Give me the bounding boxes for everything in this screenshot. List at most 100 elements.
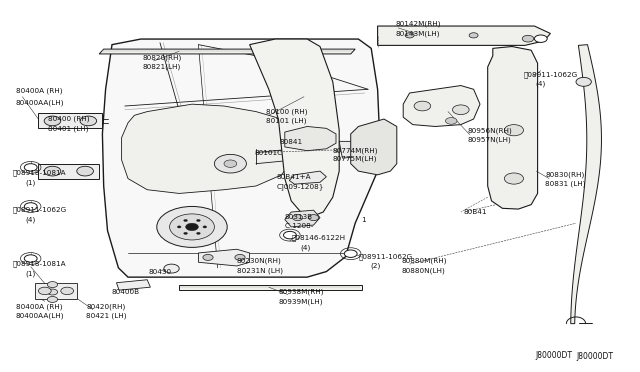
Circle shape [184, 219, 188, 222]
Circle shape [284, 231, 296, 239]
Text: 80820(RH): 80820(RH) [142, 54, 181, 61]
Circle shape [224, 160, 237, 167]
Text: 1: 1 [362, 217, 366, 223]
Text: 80401 (LH): 80401 (LH) [48, 125, 88, 132]
Text: 80821(LH): 80821(LH) [142, 64, 180, 70]
Text: (1): (1) [26, 270, 36, 277]
Polygon shape [179, 285, 362, 290]
Circle shape [44, 116, 61, 126]
Circle shape [214, 154, 246, 173]
Text: 80420(RH): 80420(RH) [86, 304, 125, 310]
Text: 80101C: 80101C [255, 150, 283, 155]
Text: (4): (4) [301, 244, 311, 251]
Circle shape [452, 105, 469, 115]
Text: 80100 (RH): 80100 (RH) [266, 108, 307, 115]
Circle shape [203, 254, 213, 260]
Circle shape [47, 296, 58, 302]
Text: 80956N(RH): 80956N(RH) [467, 128, 512, 134]
Text: 80230N(RH): 80230N(RH) [237, 258, 282, 264]
Circle shape [47, 282, 58, 288]
Circle shape [445, 118, 457, 124]
Text: ⓝ08918-1081A: ⓝ08918-1081A [13, 170, 67, 176]
Text: 80143M(LH): 80143M(LH) [396, 30, 440, 37]
Circle shape [203, 226, 207, 228]
Text: ⓝ08911-1062G: ⓝ08911-1062G [358, 253, 413, 260]
Text: 80421 (LH): 80421 (LH) [86, 313, 127, 320]
Polygon shape [102, 39, 381, 277]
Circle shape [157, 206, 227, 247]
Text: 80400A (RH): 80400A (RH) [16, 88, 63, 94]
Circle shape [186, 223, 198, 231]
Text: 80938M(RH): 80938M(RH) [278, 289, 324, 295]
Polygon shape [488, 46, 538, 209]
Polygon shape [571, 45, 602, 324]
Circle shape [44, 166, 61, 176]
Circle shape [164, 264, 179, 273]
Text: C]009-1208}: C]009-1208} [276, 183, 324, 190]
Text: 80957N(LH): 80957N(LH) [467, 137, 511, 144]
Polygon shape [122, 104, 294, 193]
Polygon shape [99, 49, 355, 54]
Circle shape [80, 116, 97, 126]
Text: 80841: 80841 [279, 139, 302, 145]
Text: J80000DT: J80000DT [536, 351, 573, 360]
Text: ⓝ08911-1062G: ⓝ08911-1062G [524, 71, 578, 78]
Circle shape [534, 35, 547, 42]
Circle shape [292, 215, 303, 221]
Circle shape [414, 101, 431, 111]
Circle shape [235, 254, 245, 260]
Circle shape [170, 214, 214, 240]
Text: 80939M(LH): 80939M(LH) [278, 298, 323, 305]
Text: 80831 (LH): 80831 (LH) [545, 181, 586, 187]
Circle shape [77, 166, 93, 176]
Circle shape [405, 33, 414, 38]
Circle shape [196, 219, 200, 222]
Circle shape [24, 164, 37, 171]
Circle shape [184, 232, 188, 234]
Text: 80400 (RH): 80400 (RH) [48, 116, 90, 122]
Text: 80B41+A: 80B41+A [276, 174, 311, 180]
Circle shape [61, 287, 74, 295]
Text: 80101 (LH): 80101 (LH) [266, 118, 306, 124]
Text: 80400A (RH): 80400A (RH) [16, 304, 63, 310]
Text: 80774M(RH): 80774M(RH) [333, 147, 378, 154]
Text: 80313B: 80313B [285, 214, 313, 220]
Text: 80400AA(LH): 80400AA(LH) [16, 99, 65, 106]
Text: ⓝ08911-1062G: ⓝ08911-1062G [13, 207, 67, 214]
Text: 80231N (LH): 80231N (LH) [237, 267, 283, 274]
Text: (4): (4) [535, 80, 545, 87]
Text: 80880N(LH): 80880N(LH) [402, 267, 445, 274]
Text: Ⓑ08146-6122H: Ⓑ08146-6122H [291, 235, 346, 241]
Circle shape [576, 77, 591, 86]
Text: (2): (2) [370, 263, 380, 269]
Polygon shape [339, 141, 365, 158]
Text: ⓝ08918-1081A: ⓝ08918-1081A [13, 261, 67, 267]
Circle shape [24, 203, 37, 210]
Circle shape [344, 250, 357, 257]
Circle shape [196, 232, 200, 234]
Circle shape [469, 33, 478, 38]
Circle shape [47, 289, 58, 295]
Text: 80775M(LH): 80775M(LH) [333, 156, 378, 163]
Circle shape [24, 255, 37, 262]
Text: 80880M(RH): 80880M(RH) [402, 258, 447, 264]
Circle shape [504, 173, 524, 184]
Circle shape [38, 287, 51, 295]
Circle shape [177, 226, 181, 228]
Text: J80000DT: J80000DT [576, 352, 613, 361]
Text: 80400AA(LH): 80400AA(LH) [16, 313, 65, 320]
Polygon shape [378, 26, 550, 45]
Polygon shape [285, 210, 320, 227]
Text: 80400B: 80400B [112, 289, 140, 295]
Text: C 1208-: C 1208- [285, 223, 313, 229]
Polygon shape [35, 283, 77, 299]
Circle shape [308, 215, 319, 221]
Polygon shape [351, 119, 397, 175]
Polygon shape [250, 39, 339, 216]
Text: 80830(RH): 80830(RH) [545, 171, 584, 178]
Text: (1): (1) [26, 179, 36, 186]
Text: 80142M(RH): 80142M(RH) [396, 21, 441, 28]
Polygon shape [285, 126, 336, 151]
Polygon shape [38, 113, 102, 128]
Circle shape [522, 35, 534, 42]
